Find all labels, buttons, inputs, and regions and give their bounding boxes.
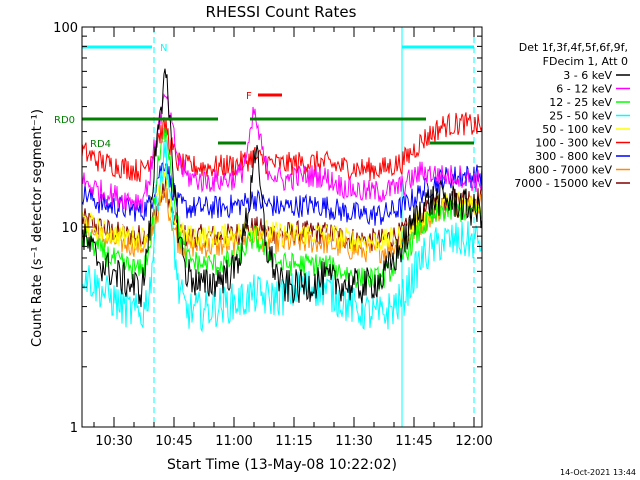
y-axis-ticks: 1 10 100 bbox=[53, 21, 482, 436]
legend-entry-label: 100 - 300 keV bbox=[535, 137, 612, 150]
flag-label-rd4: RD4 bbox=[90, 139, 111, 150]
x-axis-label: Start Time (13-May-08 10:22:02) bbox=[167, 457, 397, 473]
x-tick-label: 11:30 bbox=[335, 434, 372, 449]
series-line-2 bbox=[82, 93, 482, 213]
flag-label-rd0: RD0 bbox=[54, 115, 75, 126]
series-group bbox=[82, 68, 482, 333]
legend-header-line: Det 1f,3f,4f,5f,6f,9f, bbox=[519, 41, 628, 54]
x-tick-label: 10:45 bbox=[155, 434, 192, 449]
legend-entry-label: 12 - 25 keV bbox=[549, 96, 612, 109]
legend-entry-label: 6 - 12 keV bbox=[556, 83, 612, 96]
legend-entry-label: 25 - 50 keV bbox=[549, 110, 612, 123]
legend-header-line: FDecim 1, Att 0 bbox=[543, 55, 628, 68]
legend-entry-label: 7000 - 15000 keV bbox=[514, 177, 612, 190]
series-line-1 bbox=[82, 68, 482, 308]
x-tick-label: 11:00 bbox=[215, 434, 252, 449]
legend-entry-label: 800 - 7000 keV bbox=[528, 164, 612, 177]
chart-title: RHESSI Count Rates bbox=[206, 3, 357, 21]
series-line-7 bbox=[82, 161, 482, 226]
flag-label-n: N bbox=[160, 43, 167, 54]
flag-label-f: F bbox=[246, 91, 252, 102]
legend-entry-label: 300 - 800 keV bbox=[535, 150, 612, 163]
y-tick-label: 1 bbox=[70, 421, 78, 436]
y-axis-label: Count Rate (s⁻¹ detector segment⁻¹) bbox=[30, 109, 45, 347]
x-tick-label: 11:45 bbox=[395, 434, 432, 449]
legend-entry-label: 50 - 100 keV bbox=[542, 123, 612, 136]
x-axis-ticks: 10:30 10:45 11:00 11:15 11:30 11:45 12:00 bbox=[93, 27, 493, 449]
series-line-6 bbox=[82, 112, 482, 183]
flag-bars: N F RD0 RD4 bbox=[54, 43, 474, 150]
y-tick-label: 10 bbox=[61, 221, 78, 236]
y-tick-label: 100 bbox=[53, 21, 78, 36]
x-tick-label: 12:00 bbox=[455, 434, 492, 449]
x-tick-label: 10:30 bbox=[95, 434, 132, 449]
legend: Det 1f,3f,4f,5f,6f,9f,FDecim 1, Att 03 -… bbox=[514, 41, 630, 190]
x-tick-label: 11:15 bbox=[275, 434, 312, 449]
footer-timestamp: 14-Oct-2021 13:44 bbox=[560, 468, 636, 477]
legend-entry-label: 3 - 6 keV bbox=[563, 69, 612, 82]
series-line-4 bbox=[82, 140, 482, 333]
